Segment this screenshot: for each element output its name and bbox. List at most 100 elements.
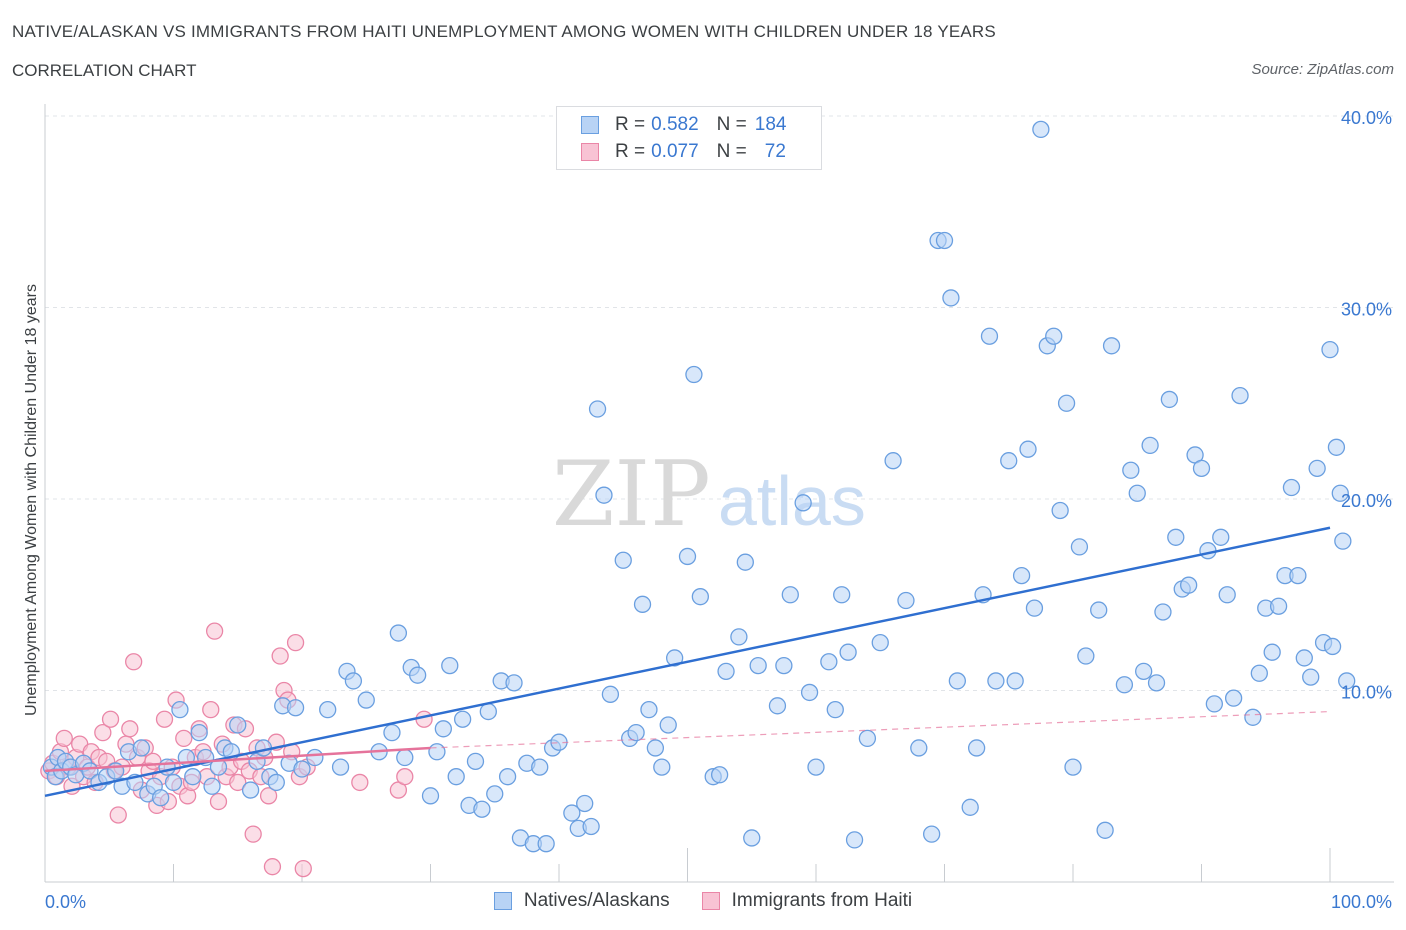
- natives-point: [576, 794, 594, 813]
- natives-point: [826, 701, 844, 719]
- natives-point: [1308, 459, 1326, 478]
- natives-point: [1199, 542, 1217, 560]
- haiti-point: [202, 701, 220, 719]
- watermark-zip: ZIP: [552, 442, 711, 547]
- natives-point: [241, 781, 260, 799]
- natives-point: [659, 716, 677, 734]
- natives-point: [357, 691, 375, 709]
- natives-point: [389, 624, 408, 642]
- natives-point: [666, 649, 684, 667]
- tick-labels: 10.0% 20.0% 30.0% 40.0% 0.0% 100.0%: [45, 108, 1392, 912]
- natives-point: [1045, 327, 1063, 345]
- haiti-point: [229, 773, 247, 792]
- natives-point: [1167, 528, 1185, 546]
- natives-point: [537, 835, 555, 853]
- haiti-swatch: [581, 143, 599, 161]
- natives-point: [1000, 452, 1018, 470]
- natives-point: [453, 710, 472, 728]
- natives-point: [595, 486, 613, 504]
- n-label: N =: [716, 114, 747, 135]
- legend-item-natives[interactable]: Natives/Alaskans: [493, 890, 670, 912]
- natives-point: [1302, 668, 1320, 686]
- natives-trendline: [44, 526, 1331, 798]
- natives-point: [229, 716, 247, 734]
- natives-point: [1090, 601, 1108, 619]
- natives-point: [807, 758, 825, 776]
- natives-point: [884, 452, 902, 470]
- stats-row-haiti: R = 0.077 N = 72: [581, 140, 786, 164]
- natives-point: [293, 760, 311, 778]
- natives-point: [987, 672, 1005, 690]
- y-tick-label: 30.0%: [1341, 300, 1392, 320]
- natives-point: [1323, 637, 1342, 656]
- r-value: 0.582: [651, 114, 699, 135]
- natives-point: [441, 656, 459, 675]
- y-tick-label: 20.0%: [1341, 491, 1392, 511]
- natives-point: [897, 591, 915, 610]
- chart-subtitle: CORRELATION CHART: [12, 61, 197, 80]
- natives-point: [1263, 643, 1281, 661]
- natives-point: [1128, 484, 1146, 502]
- natives-point: [184, 768, 202, 786]
- natives-point: [1025, 599, 1044, 617]
- natives-point: [1147, 674, 1166, 692]
- haiti-trendline: [44, 746, 431, 773]
- haiti-point: [263, 858, 282, 876]
- natives-point: [640, 701, 658, 719]
- natives-point: [820, 653, 838, 671]
- natives-point: [1115, 676, 1134, 694]
- natives-point: [1331, 484, 1349, 502]
- natives-point: [331, 758, 350, 776]
- natives-point: [775, 656, 793, 675]
- natives-point: [479, 702, 497, 721]
- haiti-point: [101, 710, 120, 728]
- natives-point: [383, 723, 401, 742]
- natives-point: [839, 643, 857, 661]
- haiti-point: [94, 723, 112, 742]
- haiti-point: [155, 710, 174, 728]
- n-value: 184: [754, 114, 787, 135]
- natives-point: [1334, 532, 1352, 550]
- natives-point: [1122, 461, 1140, 479]
- natives-point: [447, 768, 465, 786]
- natives-point: [710, 766, 729, 784]
- natives-point: [190, 723, 208, 742]
- haiti-point: [175, 729, 193, 748]
- natives-point: [473, 800, 491, 818]
- haiti-point: [55, 729, 73, 748]
- legend-item-haiti[interactable]: Immigrants from Haiti: [701, 890, 913, 912]
- natives-point: [858, 729, 877, 748]
- natives-point: [1295, 649, 1313, 667]
- natives-point: [794, 494, 812, 512]
- r-value: 0.077: [651, 141, 699, 162]
- haiti-point: [271, 647, 289, 665]
- series-natives-points: [42, 120, 1356, 853]
- legend-label-natives: Natives/Alaskans: [523, 890, 670, 911]
- trendlines: [44, 526, 1331, 798]
- haiti-trendline-extension: [430, 710, 1331, 749]
- natives-point: [736, 553, 754, 571]
- natives-point: [1192, 459, 1211, 478]
- natives-point: [1057, 394, 1076, 412]
- y-tick-label: 10.0%: [1341, 683, 1392, 703]
- natives-point: [164, 773, 183, 792]
- natives-swatch: [581, 116, 599, 134]
- natives-point: [1160, 390, 1179, 409]
- natives-point: [800, 683, 819, 702]
- natives-point: [980, 327, 999, 345]
- natives-point: [1231, 386, 1249, 405]
- natives-point: [910, 739, 928, 757]
- haiti-point: [351, 773, 369, 792]
- x-tick-label: 100.0%: [1331, 892, 1392, 912]
- natives-point: [286, 699, 305, 717]
- natives-point: [306, 748, 324, 767]
- natives-point: [633, 595, 652, 613]
- haiti-point: [209, 792, 228, 811]
- natives-point: [1012, 566, 1031, 585]
- natives-point: [627, 723, 645, 742]
- natives-point: [1321, 340, 1339, 359]
- natives-point: [1019, 440, 1037, 458]
- natives-point: [1282, 478, 1301, 497]
- natives-point: [743, 829, 761, 847]
- legend-label-haiti: Immigrants from Haiti: [731, 890, 913, 911]
